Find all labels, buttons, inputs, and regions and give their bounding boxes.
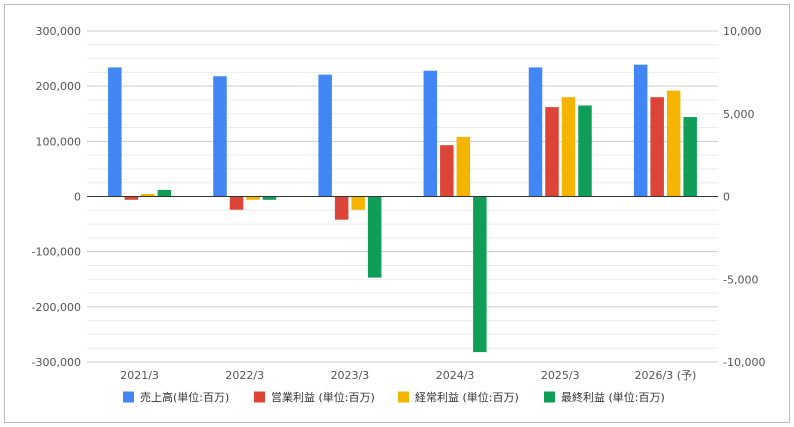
- right-axis-ticks: 10,000 5,000 0 -5,000 -10,000: [723, 25, 765, 369]
- x-axis-tick-label: 2026/3 (予): [635, 369, 697, 382]
- bar-2-1: [124, 196, 139, 200]
- chart-frame: 300,000 200,000 100,000 0 -100,000 -200,000 -3…: [4, 4, 790, 423]
- x-axis-tick-label: 2022/3: [225, 369, 264, 382]
- bar-4-1: [157, 189, 172, 197]
- combo-bar-chart: 300,000 200,000 100,000 0 -100,000 -200,000 -3…: [32, 25, 766, 404]
- left-axis-tick-label: 200,000: [36, 80, 82, 93]
- right-axis-tick-label: -5,000: [723, 273, 758, 286]
- legend-swatch: [398, 391, 409, 403]
- bar-4-6: [683, 117, 697, 197]
- bar-4-5: [578, 105, 592, 197]
- bar-3-5: [561, 97, 576, 197]
- legend-label: 売上高(単位:百万): [140, 390, 229, 404]
- left-axis-tick-label: -100,000: [32, 246, 81, 259]
- bar-3-3: [351, 196, 365, 210]
- legend: 売上高(単位:百万) 営業利益 (単位:百万) 経常利益 (単位:百万) 最終利益 (…: [123, 390, 665, 404]
- legend-label: 最終利益 (単位:百万): [561, 390, 665, 404]
- left-axis-tick-label: -200,000: [32, 301, 81, 314]
- bar-1-2: [213, 76, 227, 197]
- left-axis-ticks: 300,000 200,000 100,000 0 -100,000 -200,000 -3…: [32, 25, 81, 369]
- x-axis-ticks: 2021/3 2022/3 2023/3 2024/3 2025/3 2026/3 (予): [120, 369, 696, 382]
- right-axis-tick-label: 10,000: [723, 25, 762, 38]
- legend-label: 営業利益 (単位:百万): [271, 390, 375, 404]
- bar-3-1: [141, 194, 155, 197]
- bar-2-2: [229, 196, 244, 210]
- legend-swatch: [544, 391, 555, 403]
- right-axis-tick-label: -10,000: [723, 356, 765, 369]
- bar-1-6: [633, 64, 648, 197]
- bar-3-2: [246, 196, 260, 200]
- bar-4-4: [473, 196, 487, 353]
- left-axis-tick-label: 100,000: [36, 135, 82, 148]
- bar-2-3: [334, 196, 349, 220]
- bar-2-5: [545, 107, 559, 197]
- bars: [108, 64, 697, 353]
- bar-1-4: [423, 70, 438, 197]
- x-axis-tick-label: 2024/3: [436, 369, 475, 382]
- bar-4-3: [367, 196, 382, 278]
- legend-label: 経常利益 (単位:百万): [415, 390, 519, 404]
- right-axis-tick-label: 0: [723, 191, 730, 204]
- legend-swatch: [254, 391, 265, 403]
- bar-1-3: [318, 74, 332, 197]
- left-axis-tick-label: -300,000: [32, 356, 81, 369]
- bar-2-4: [440, 145, 454, 197]
- bar-1-1: [108, 67, 122, 197]
- bar-1-5: [528, 67, 543, 197]
- x-axis-tick-label: 2021/3: [120, 369, 159, 382]
- bar-3-4: [456, 136, 471, 197]
- bar-3-6: [666, 90, 681, 197]
- x-axis-tick-label: 2023/3: [331, 369, 370, 382]
- right-axis-tick-label: 5,000: [723, 108, 755, 121]
- left-axis-tick-label: 300,000: [36, 25, 82, 38]
- x-axis-tick-label: 2025/3: [541, 369, 580, 382]
- bar-2-6: [650, 97, 664, 197]
- bar-4-2: [262, 196, 277, 200]
- left-axis-tick-label: 0: [74, 191, 81, 204]
- legend-swatch: [123, 391, 134, 403]
